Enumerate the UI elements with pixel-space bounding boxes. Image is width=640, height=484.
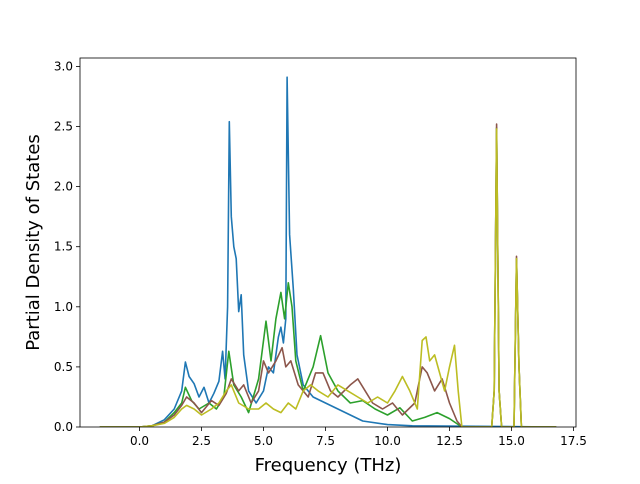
x-tick-label: 15.0 — [498, 434, 525, 448]
plot-frame — [79, 57, 577, 428]
y-tick-label: 0.5 — [54, 360, 73, 374]
y-tick-label: 1.0 — [54, 300, 73, 314]
y-tick-label: 1.5 — [54, 240, 73, 254]
y-tick-label: 2.0 — [54, 180, 73, 194]
series-line-2 — [99, 126, 557, 427]
y-tick-label: 0.0 — [54, 420, 73, 434]
y-tick-label: 2.5 — [54, 120, 73, 134]
x-tick-label: 0.0 — [130, 434, 149, 448]
y-axis-label: Partial Density of States — [23, 134, 44, 351]
series-line-4 — [99, 128, 557, 427]
series-line-3 — [99, 123, 557, 427]
x-axis-ticks: 0.0 2.5 5.0 7.5 10.0 12.5 15.0 17.5 — [130, 427, 587, 448]
series-layer — [99, 76, 557, 427]
series-line-1 — [99, 76, 557, 427]
x-tick-label: 5.0 — [254, 434, 273, 448]
x-tick-label: 12.5 — [436, 434, 463, 448]
y-tick-label: 3.0 — [54, 59, 73, 73]
x-axis-label: Frequency (THz) — [255, 455, 402, 476]
x-tick-label: 2.5 — [192, 434, 211, 448]
x-tick-label: 10.0 — [374, 434, 401, 448]
x-tick-label: 7.5 — [316, 434, 335, 448]
y-axis-ticks: 0.0 0.5 1.0 1.5 2.0 2.5 3.0 — [54, 59, 80, 434]
x-tick-label: 17.5 — [560, 434, 587, 448]
